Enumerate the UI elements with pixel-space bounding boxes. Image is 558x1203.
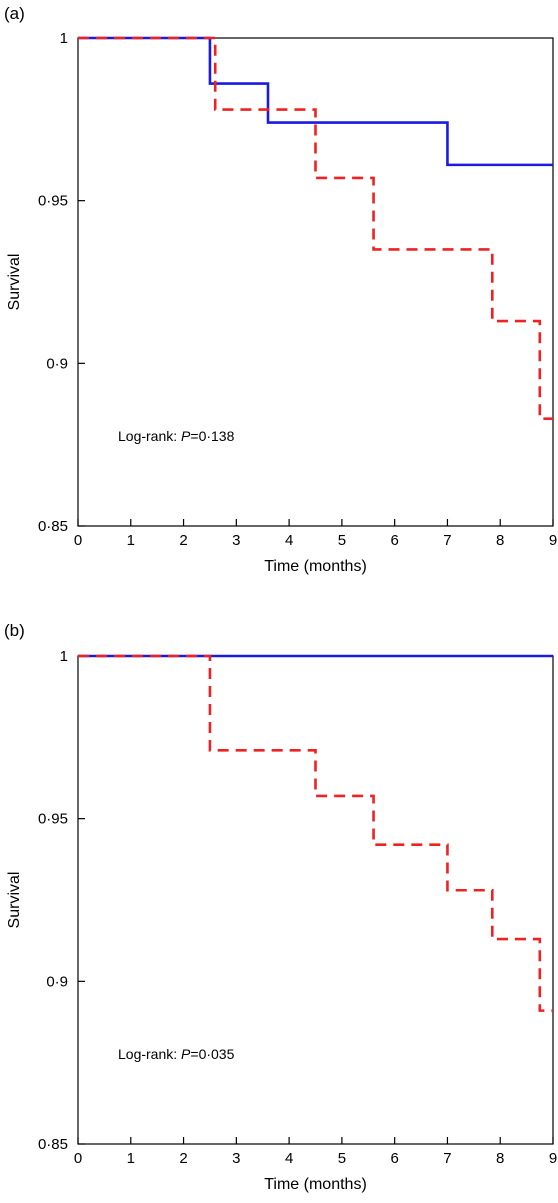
- x-tick-label: 6: [390, 532, 398, 549]
- x-tick-label: 5: [338, 1150, 346, 1167]
- y-tick-label: 0·9: [46, 355, 68, 372]
- x-tick-label: 0: [74, 1150, 82, 1167]
- y-axis-label: Survival: [6, 254, 23, 311]
- x-tick-label: 8: [496, 532, 504, 549]
- panel-label-b: (b): [4, 621, 25, 640]
- series-line-dashed-red: [78, 36, 553, 420]
- x-tick-label: 9: [549, 532, 557, 549]
- y-tick-label: 0·85: [38, 1136, 68, 1153]
- y-tick-label: 1: [60, 648, 68, 665]
- x-axis-label: Time (months): [264, 558, 367, 575]
- x-axis-label: Time (months): [264, 1176, 367, 1193]
- y-tick-label: 0·95: [38, 193, 68, 210]
- log-rank-annotation: Log-rank: P=0·138: [118, 428, 235, 444]
- y-tick-label: 0·9: [46, 973, 68, 990]
- x-tick-label: 1: [127, 1150, 135, 1167]
- x-tick-label: 6: [390, 1150, 398, 1167]
- x-tick-label: 4: [285, 1150, 293, 1167]
- x-tick-label: 4: [285, 532, 293, 549]
- y-tick-label: 1: [60, 30, 68, 47]
- plot-frame: [77, 37, 554, 527]
- annotation-p: P: [181, 428, 191, 444]
- x-tick-label: 2: [179, 532, 187, 549]
- y-tick-label: 0·85: [38, 518, 68, 535]
- annotation-p: P: [181, 1046, 191, 1062]
- survival-chart-b: 0 1 2 3 4 5 6 7 8 9 0·85 0·9 0·95 1 Time (months) Survi…: [6, 648, 557, 1193]
- annotation-prefix: Log-rank:: [118, 1046, 181, 1062]
- annotation-prefix: Log-rank:: [118, 428, 181, 444]
- x-tick-label: 7: [443, 1150, 451, 1167]
- annotation-value: =0·138: [190, 428, 234, 444]
- panel-label-a: (a): [4, 4, 25, 23]
- series-line-solid-blue: [78, 36, 553, 167]
- x-tick-label: 5: [338, 532, 346, 549]
- log-rank-annotation: Log-rank: P=0·035: [118, 1046, 235, 1062]
- series-line-dashed-red: [78, 654, 553, 1012]
- x-tick-label: 1: [127, 532, 135, 549]
- plot-frame: [77, 655, 554, 1145]
- y-axis-label: Survival: [6, 872, 23, 929]
- annotation-value: =0·035: [190, 1046, 234, 1062]
- x-tick-label: 3: [232, 1150, 240, 1167]
- x-tick-label: 3: [232, 532, 240, 549]
- survival-chart-a: 0 1 2 3 4 5 6 7 8 9 0·85 0·9 0·95 1 Time (months) Survi…: [6, 30, 557, 575]
- x-tick-label: 7: [443, 532, 451, 549]
- x-tick-label: 9: [549, 1150, 557, 1167]
- x-tick-label: 2: [179, 1150, 187, 1167]
- x-tick-label: 0: [74, 532, 82, 549]
- y-tick-label: 0·95: [38, 811, 68, 828]
- x-tick-label: 8: [496, 1150, 504, 1167]
